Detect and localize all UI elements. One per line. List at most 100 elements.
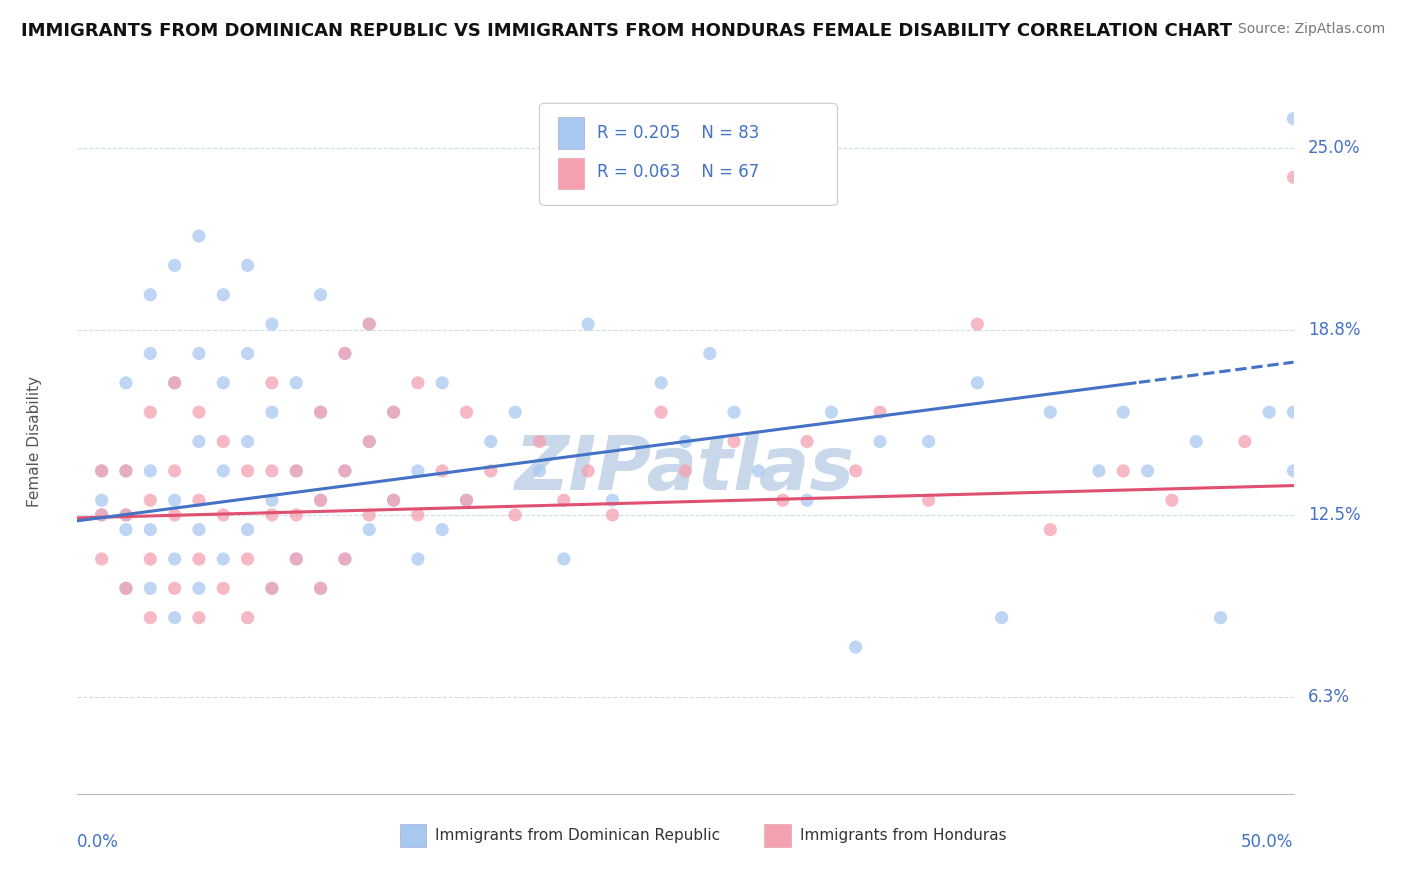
Point xyxy=(139,405,162,419)
Point xyxy=(260,376,283,390)
Point xyxy=(285,508,308,522)
Point xyxy=(1282,405,1305,419)
Point xyxy=(212,434,235,449)
Text: 25.0%: 25.0% xyxy=(1308,139,1361,157)
Point xyxy=(139,523,162,537)
Point xyxy=(747,464,769,478)
Point xyxy=(456,493,478,508)
Point xyxy=(236,552,259,566)
Point xyxy=(115,464,138,478)
Point xyxy=(163,464,186,478)
Point xyxy=(163,582,186,596)
Point xyxy=(188,582,211,596)
Point xyxy=(1112,405,1135,419)
Bar xyxy=(558,118,585,149)
Point xyxy=(406,376,429,390)
Point xyxy=(163,493,186,508)
Point xyxy=(188,229,211,244)
Point xyxy=(1112,464,1135,478)
Bar xyxy=(558,158,585,189)
Text: Immigrants from Honduras: Immigrants from Honduras xyxy=(800,828,1007,843)
Bar xyxy=(399,824,426,847)
Point xyxy=(479,464,502,478)
Point xyxy=(966,376,988,390)
Point xyxy=(163,376,186,390)
Point xyxy=(260,317,283,331)
Point xyxy=(430,376,453,390)
Point xyxy=(115,376,138,390)
Point xyxy=(772,493,794,508)
Point xyxy=(382,405,405,419)
Point xyxy=(139,611,162,625)
Point xyxy=(1233,434,1256,449)
Point xyxy=(430,464,453,478)
Point xyxy=(139,552,162,566)
Point xyxy=(115,508,138,522)
Point xyxy=(479,434,502,449)
Point xyxy=(309,405,332,419)
Point xyxy=(529,464,551,478)
Point xyxy=(553,552,575,566)
Point xyxy=(260,405,283,419)
Point xyxy=(115,523,138,537)
Point xyxy=(163,552,186,566)
Point xyxy=(1161,493,1184,508)
Point xyxy=(236,434,259,449)
Point xyxy=(188,611,211,625)
Point xyxy=(212,508,235,522)
Point xyxy=(309,582,332,596)
Point xyxy=(650,405,672,419)
Point xyxy=(333,552,356,566)
Point xyxy=(796,493,818,508)
Point xyxy=(576,317,599,331)
Point xyxy=(359,434,381,449)
Point xyxy=(869,434,891,449)
Point xyxy=(529,434,551,449)
Point xyxy=(115,582,138,596)
Text: Source: ZipAtlas.com: Source: ZipAtlas.com xyxy=(1237,22,1385,37)
Point xyxy=(333,346,356,360)
Point xyxy=(236,346,259,360)
Point xyxy=(333,464,356,478)
Point xyxy=(723,405,745,419)
Point xyxy=(430,523,453,537)
Point xyxy=(576,464,599,478)
Point xyxy=(966,317,988,331)
Point xyxy=(1258,405,1281,419)
Point xyxy=(382,405,405,419)
Point xyxy=(90,464,112,478)
Point xyxy=(359,317,381,331)
Point xyxy=(309,582,332,596)
Point xyxy=(212,287,235,301)
Point xyxy=(309,493,332,508)
Point xyxy=(163,376,186,390)
Point xyxy=(918,493,941,508)
Text: 12.5%: 12.5% xyxy=(1308,506,1361,524)
Point xyxy=(553,493,575,508)
Point xyxy=(163,611,186,625)
Point xyxy=(845,464,868,478)
Point xyxy=(309,493,332,508)
Point xyxy=(382,493,405,508)
Text: R = 0.063    N = 67: R = 0.063 N = 67 xyxy=(596,163,759,181)
Point xyxy=(359,317,381,331)
Point xyxy=(1039,523,1062,537)
Bar xyxy=(765,824,792,847)
Text: Female Disability: Female Disability xyxy=(27,376,42,508)
Point xyxy=(260,508,283,522)
Point xyxy=(406,464,429,478)
Point xyxy=(359,508,381,522)
Point xyxy=(212,464,235,478)
Point xyxy=(1282,464,1305,478)
Point xyxy=(918,434,941,449)
Point xyxy=(188,405,211,419)
Point xyxy=(359,434,381,449)
Point xyxy=(1088,464,1111,478)
Point xyxy=(382,493,405,508)
Point xyxy=(139,493,162,508)
Point xyxy=(260,582,283,596)
Point xyxy=(1209,611,1232,625)
Point xyxy=(236,259,259,273)
Point xyxy=(188,493,211,508)
Point xyxy=(1282,112,1305,126)
